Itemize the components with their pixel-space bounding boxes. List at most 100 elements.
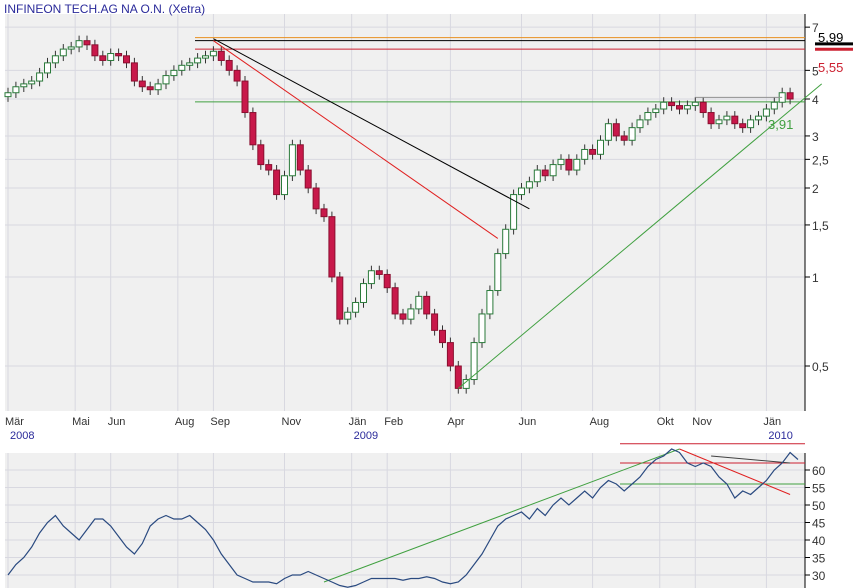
- candle-up: [20, 83, 28, 88]
- candle-up: [478, 313, 486, 344]
- candle-up: [494, 253, 502, 292]
- candle-down: [304, 169, 312, 189]
- x-tick-label: Mai: [72, 416, 90, 428]
- candle-up: [581, 148, 589, 160]
- candle-up: [288, 144, 296, 177]
- candle-up: [178, 64, 186, 71]
- x-tick-label: Jun: [519, 416, 537, 428]
- candle-down: [431, 313, 439, 331]
- candle-down: [739, 123, 747, 129]
- x-tick-label: Jän: [349, 416, 367, 428]
- candle-up: [51, 55, 59, 64]
- x-tick-label: Jän: [763, 416, 781, 428]
- candle-up: [75, 40, 83, 48]
- candle-down: [731, 115, 739, 125]
- candle-up: [4, 92, 12, 98]
- y-tick-label: 3: [812, 130, 819, 144]
- candle-down: [391, 287, 399, 315]
- price-marker-label: 5,99: [818, 30, 843, 45]
- candle-up: [281, 175, 288, 196]
- y-tick-label: 4: [812, 93, 819, 107]
- candle-down: [676, 105, 683, 110]
- candle-down: [123, 55, 130, 64]
- candle-down: [225, 59, 233, 71]
- candle-up: [715, 119, 723, 125]
- indicator-tick-label: 30: [812, 569, 826, 583]
- y-tick-label: 2,5: [812, 153, 829, 167]
- candle-up: [636, 119, 644, 129]
- candle-up: [502, 228, 510, 255]
- candle-down: [249, 112, 257, 146]
- year-label: 2009: [354, 430, 378, 442]
- candle-up: [352, 301, 360, 313]
- candle-down: [328, 216, 336, 278]
- x-tick-label: Okt: [657, 416, 674, 428]
- candle-up: [367, 270, 375, 285]
- candle-up: [683, 105, 691, 110]
- indicator-line: [7, 448, 799, 588]
- x-tick-label: Aug: [590, 416, 610, 428]
- year-label: 2010: [768, 430, 792, 442]
- indicator-tick-label: 60: [812, 464, 826, 478]
- candle-down: [130, 62, 138, 82]
- x-tick-label: Mär: [5, 416, 24, 428]
- candle-down: [91, 44, 99, 57]
- candle-down: [146, 86, 154, 91]
- candle-up: [660, 101, 668, 110]
- candle-down: [699, 101, 707, 114]
- candle-up: [723, 115, 731, 121]
- candle-up: [470, 342, 478, 381]
- candle-down: [541, 169, 549, 177]
- candle-down: [312, 187, 320, 210]
- candle-down: [707, 112, 715, 125]
- candle-up: [194, 57, 202, 64]
- indicator-trend-line: [323, 448, 680, 583]
- candle-up: [154, 83, 162, 91]
- candle-up: [755, 115, 762, 121]
- candle-up: [162, 75, 170, 85]
- candle-down: [446, 342, 454, 367]
- indicator-tick-label: 40: [812, 534, 826, 548]
- candle-down: [439, 329, 446, 344]
- candle-up: [209, 50, 217, 57]
- candle-up: [597, 139, 604, 155]
- candle-up: [67, 46, 75, 50]
- candle-down: [296, 144, 304, 171]
- candle-down: [138, 80, 146, 88]
- price-marker-label: 5,55: [818, 60, 843, 75]
- x-tick-label: Sep: [210, 416, 230, 428]
- indicator-plot-area: [5, 453, 805, 588]
- y-tick-label: 5: [812, 64, 819, 78]
- candle-up: [652, 108, 660, 114]
- candle-up: [604, 123, 612, 141]
- trend-line: [457, 83, 823, 389]
- candle-down: [233, 69, 241, 82]
- candle-up: [36, 72, 44, 82]
- candle-up: [533, 169, 541, 183]
- y-tick-label: 1: [812, 271, 819, 285]
- main-plot-area: [5, 14, 805, 411]
- candle-up: [510, 194, 518, 230]
- candle-up: [107, 53, 115, 61]
- y-tick-label: 7: [812, 21, 819, 35]
- candle-down: [589, 148, 597, 155]
- x-tick-label: Nov: [692, 416, 712, 428]
- candle-up: [415, 295, 423, 310]
- candle-down: [383, 273, 391, 289]
- candle-down: [620, 135, 628, 141]
- candle-up: [549, 164, 557, 177]
- candle-down: [217, 50, 225, 61]
- candle-down: [115, 53, 123, 57]
- candle-up: [202, 55, 209, 59]
- candle-up: [344, 311, 352, 320]
- candle-down: [668, 101, 676, 107]
- candle-up: [747, 119, 755, 129]
- x-tick-label: Apr: [447, 416, 464, 428]
- indicator-tick-label: 50: [812, 499, 826, 513]
- x-tick-label: Jun: [108, 416, 126, 428]
- y-tick-label: 2: [812, 182, 819, 196]
- candle-down: [241, 80, 249, 114]
- candle-up: [770, 101, 778, 110]
